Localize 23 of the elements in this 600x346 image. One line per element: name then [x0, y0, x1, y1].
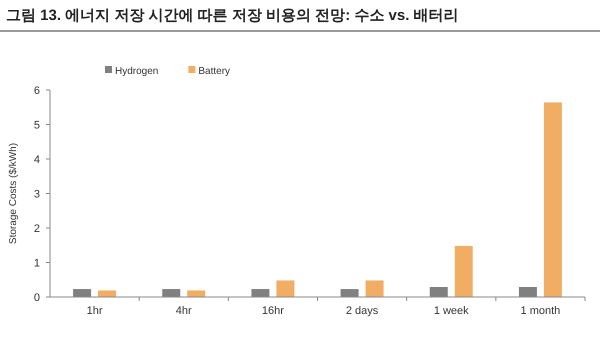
y-tick-label: 0: [34, 292, 40, 304]
bar: [98, 290, 116, 297]
y-tick-label: 6: [34, 85, 40, 97]
x-tick-label: 1hr: [86, 305, 103, 317]
bar: [276, 280, 294, 297]
y-tick-label: 4: [34, 154, 40, 166]
y-tick-label: 5: [34, 120, 40, 132]
bar: [544, 102, 562, 297]
x-tick-label: 1 month: [520, 305, 560, 317]
chart-title: 그림 13. 에너지 저장 시간에 따른 저장 비용의 전망: 수소 vs. 배터리: [6, 7, 459, 24]
x-tick-label: 16hr: [262, 305, 284, 317]
bar: [454, 246, 473, 297]
y-tick-label: 3: [34, 188, 40, 200]
x-tick-label: 4hr: [176, 305, 192, 317]
x-tick-label: 2 days: [346, 305, 379, 317]
y-tick-label: 1: [34, 258, 40, 270]
legend-label: Hydrogen: [115, 66, 158, 77]
legend-label: Battery: [198, 66, 230, 77]
y-tick-label: 2: [34, 223, 40, 235]
bar: [187, 290, 206, 297]
x-tick-label: 1 week: [434, 305, 470, 317]
bar: [366, 280, 384, 297]
y-axis-title: Storage Costs ($/kWh): [8, 142, 19, 244]
